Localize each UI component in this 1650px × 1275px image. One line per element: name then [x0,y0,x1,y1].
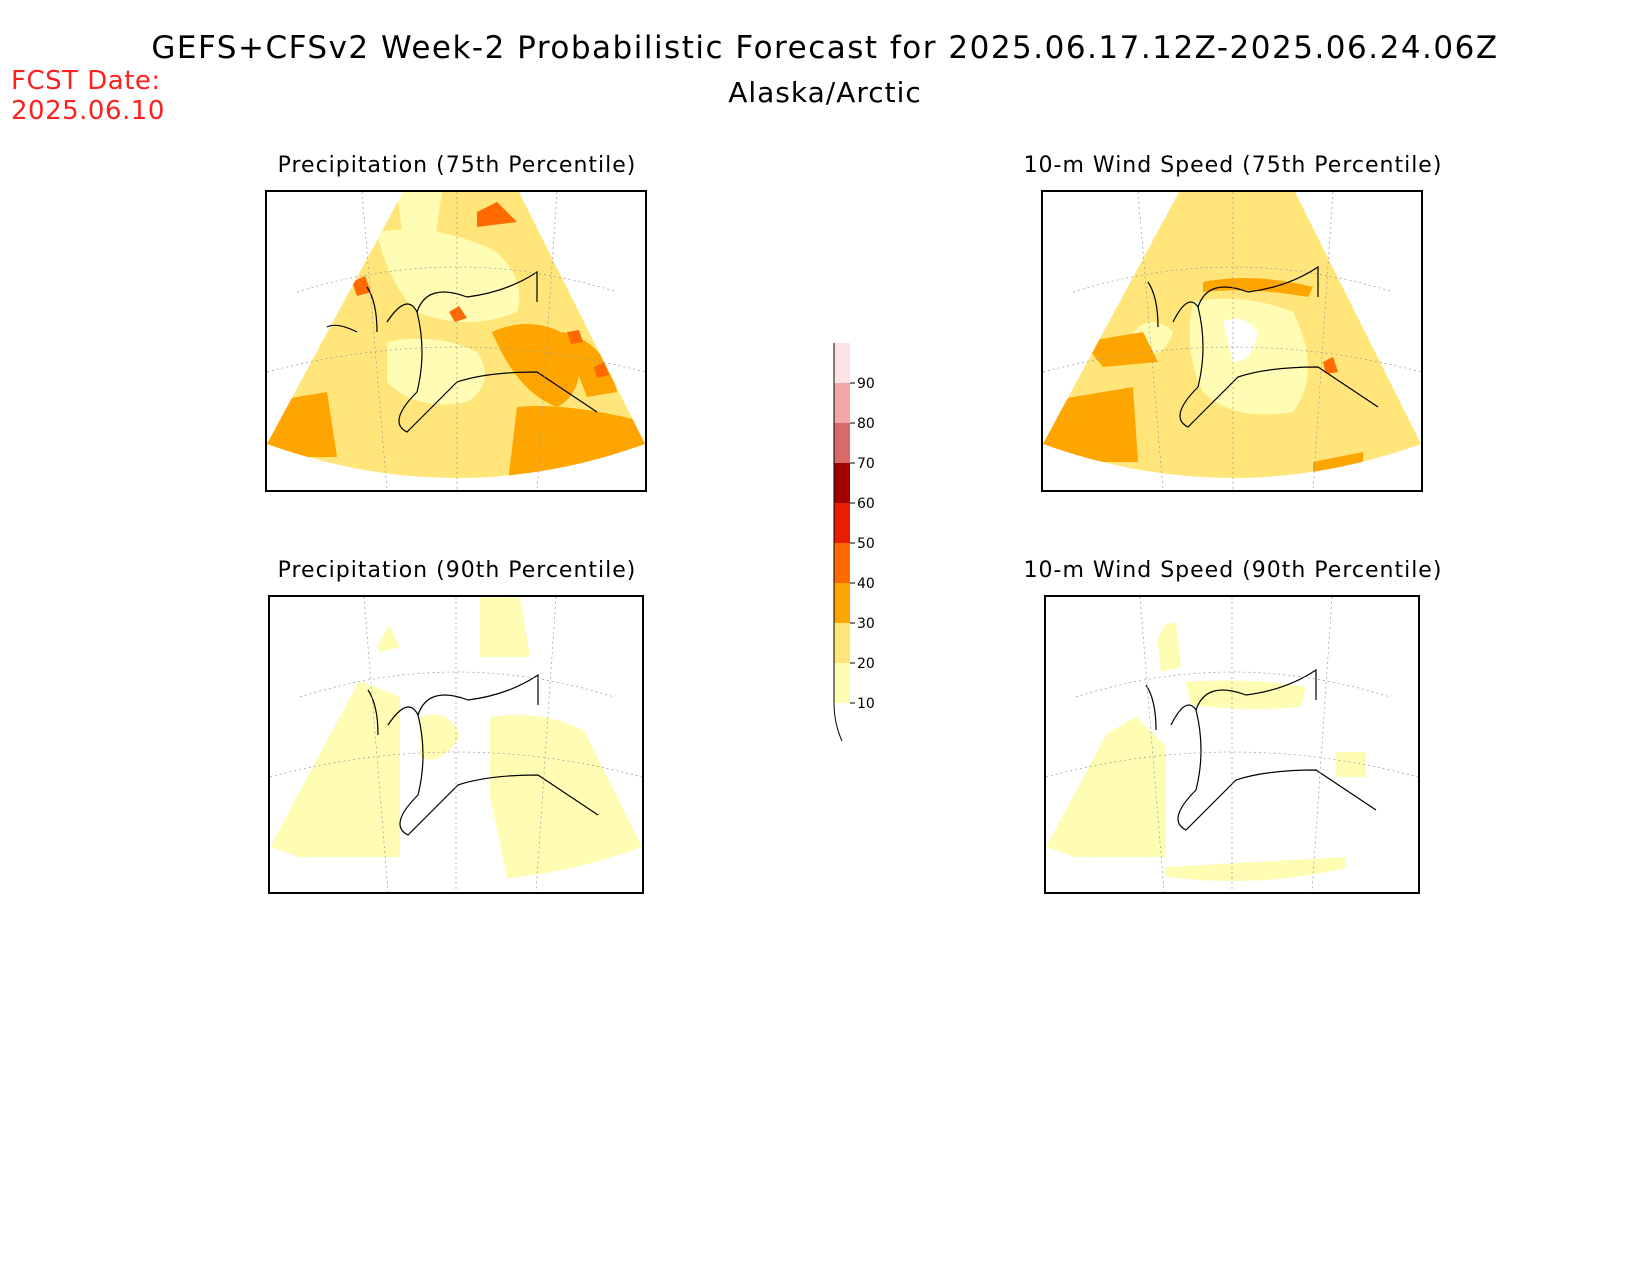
legend-bottom-cap [833,702,843,742]
panel-title-precip90: Precipitation (90th Percentile) [277,558,637,583]
legend-label-30: 30 [857,616,875,632]
panel-title-wind75: 10-m Wind Speed (75th Percentile) [1023,153,1443,178]
legend-swatch-30 [834,583,850,623]
legend-swatch-80 [834,383,850,423]
legend-label-90: 90 [857,376,875,392]
map-panel-precip90 [268,595,644,894]
legend-label-20: 20 [857,656,875,672]
region-subtitle: Alaska/Arctic [728,76,922,109]
map-panel-wind90 [1044,595,1420,894]
legend-swatch-70 [834,423,850,463]
legend-swatch-20 [834,623,850,663]
forecast-date-label: FCST Date: [11,66,161,96]
forecast-date-value: 2025.06.10 [11,96,165,126]
map-panel-precip75 [265,190,647,492]
forecast-date-block: FCST Date: 2025.06.10 [11,66,165,126]
panel-title-precip75: Precipitation (75th Percentile) [277,153,637,178]
page-title: GEFS+CFSv2 Week-2 Probabilistic Forecast… [151,30,1499,66]
legend-label-60: 60 [857,496,875,512]
legend-label-50: 50 [857,536,875,552]
map-panel-wind75 [1041,190,1423,492]
legend-label-40: 40 [857,576,875,592]
legend-label-80: 80 [857,416,875,432]
map-precip75 [267,192,645,490]
map-precip90 [270,597,642,892]
legend-swatch-10 [834,663,850,703]
panel-title-wind90: 10-m Wind Speed (90th Percentile) [1023,558,1443,583]
legend-swatch-50 [834,503,850,543]
map-wind75 [1043,192,1421,490]
legend-swatch-60 [834,463,850,503]
legend-swatch-40 [834,543,850,583]
map-wind90 [1046,597,1418,892]
color-legend: 10 20 30 40 50 60 70 80 90 [833,343,875,742]
legend-swatch-90 [834,343,850,383]
legend-label-10: 10 [857,696,875,712]
legend-label-70: 70 [857,456,875,472]
